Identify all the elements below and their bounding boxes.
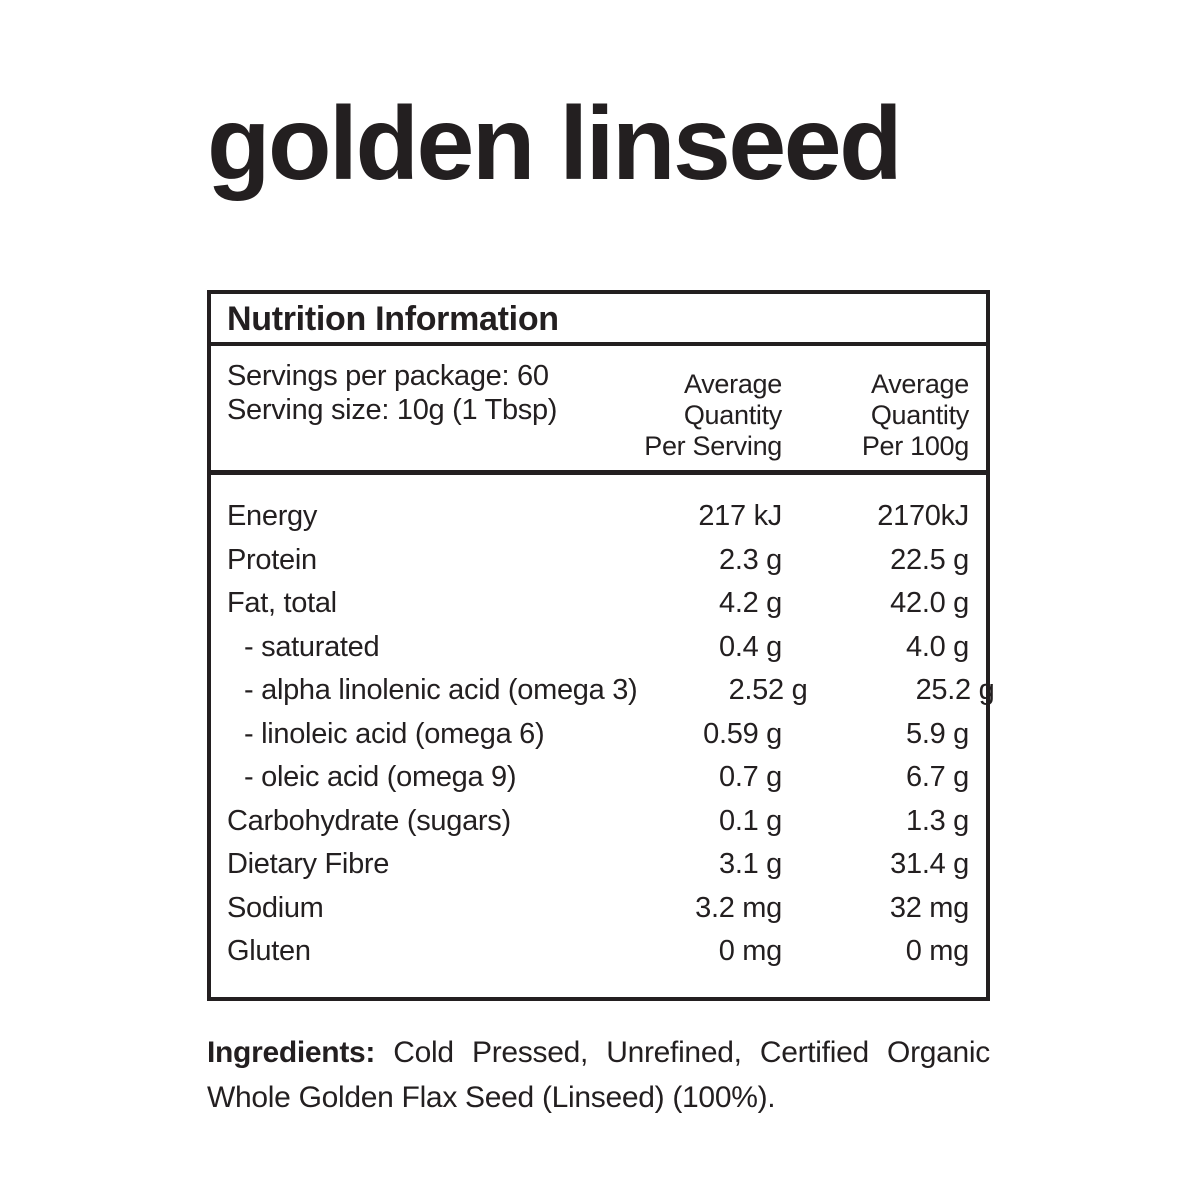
per-serving-value: 3.2 mg xyxy=(695,891,782,924)
nutrient-name: - linoleic acid (omega 6) xyxy=(244,717,545,750)
per-100g-value: 2170kJ xyxy=(877,500,969,532)
per-serving-value: 0.4 g xyxy=(719,630,782,663)
nutrition-row: Protein 2.3 g 22.5 g xyxy=(211,539,986,583)
ingredients-text: Cold Pressed, Unrefined, Certified Organ… xyxy=(207,1036,990,1114)
per-100g-value: 32 mg xyxy=(889,891,969,924)
nutrition-table-subheader: Servings per package: 60 Serving size: 1… xyxy=(211,346,986,475)
per-100g-value: 25.2 g xyxy=(915,674,995,706)
nutrition-table: Nutrition Information Servings per packa… xyxy=(207,290,995,1001)
per-100g-value: 1.3 g xyxy=(906,804,969,837)
product-title: golden linseed xyxy=(207,86,903,202)
per-100g-value: 5.9 g xyxy=(906,717,969,750)
column-header-line: Average xyxy=(871,369,969,399)
nutrition-table-title: Nutrition Information xyxy=(211,294,986,346)
nutrient-name: Fat, total xyxy=(227,587,337,619)
per-100g-value: 22.5 g xyxy=(890,543,969,576)
per-serving-value: 0.1 g xyxy=(719,804,782,837)
nutrition-row: - alpha linolenic acid (omega 3) 2.52 g … xyxy=(211,669,995,713)
per-serving-value: 0.59 g xyxy=(703,717,782,750)
nutrition-row: Carbohydrate (sugars) 0.1 g 1.3 g xyxy=(211,800,986,844)
per-100g-value: 42.0 g xyxy=(890,587,969,619)
nutrition-row: Gluten 0 mg 0 mg xyxy=(211,930,986,974)
per-100g-value: 31.4 g xyxy=(890,848,969,880)
nutrient-name: Carbohydrate (sugars) xyxy=(227,804,511,837)
nutrient-name: Sodium xyxy=(227,891,324,924)
serving-info: Servings per package: 60 Serving size: 1… xyxy=(211,346,612,427)
ingredients: Ingredients: Cold Pressed, Unrefined, Ce… xyxy=(207,1030,990,1120)
nutrient-name: - saturated xyxy=(244,630,380,663)
serving-size: Serving size: 10g (1 Tbsp) xyxy=(227,394,558,426)
nutrition-row: Fat, total 4.2 g 42.0 g xyxy=(211,582,986,626)
nutrition-row: - saturated 0.4 g 4.0 g xyxy=(211,626,986,670)
column-header-line: Per Serving xyxy=(644,431,782,461)
nutrient-name: Gluten xyxy=(227,935,311,967)
column-header-per-100g: Average Quantity Per 100g xyxy=(782,346,986,462)
per-serving-value: 0.7 g xyxy=(719,761,782,793)
nutrient-name: Energy xyxy=(227,500,318,532)
per-serving-value: 2.3 g xyxy=(719,543,782,576)
per-serving-value: 0 mg xyxy=(718,935,783,967)
nutrition-row: Sodium 3.2 mg 32 mg xyxy=(211,887,986,931)
nutrition-row: Energy 217 kJ 2170kJ xyxy=(211,495,986,539)
servings-per-package: Servings per package: 60 xyxy=(227,360,549,392)
nutrition-rows: Energy 217 kJ 2170kJ Protein 2.3 g 22.5 … xyxy=(211,475,995,974)
ingredients-label: Ingredients: xyxy=(207,1036,376,1069)
nutrient-name: - oleic acid (omega 9) xyxy=(244,761,517,793)
column-header-per-serving: Average Quantity Per Serving xyxy=(612,346,782,462)
per-serving-value: 2.52 g xyxy=(728,674,808,706)
per-100g-value: 4.0 g xyxy=(906,630,969,663)
nutrition-row: - linoleic acid (omega 6) 0.59 g 5.9 g xyxy=(211,713,986,757)
per-serving-value: 4.2 g xyxy=(719,587,782,619)
per-serving-value: 217 kJ xyxy=(698,500,782,532)
column-header-line: Quantity xyxy=(870,400,969,430)
column-header-line: Quantity xyxy=(683,400,782,430)
nutrient-name: Dietary Fibre xyxy=(227,848,390,880)
per-serving-value: 3.1 g xyxy=(719,848,782,880)
column-header-line: Per 100g xyxy=(861,431,969,461)
per-100g-value: 0 mg xyxy=(905,935,970,967)
per-100g-value: 6.7 g xyxy=(906,761,969,793)
nutrition-row: - oleic acid (omega 9) 0.7 g 6.7 g xyxy=(211,756,986,800)
column-header-line: Average xyxy=(684,369,782,399)
nutrient-name: Protein xyxy=(227,543,317,576)
nutrition-row: Dietary Fibre 3.1 g 31.4 g xyxy=(211,843,986,887)
nutrient-name: - alpha linolenic acid (omega 3) xyxy=(244,674,638,706)
